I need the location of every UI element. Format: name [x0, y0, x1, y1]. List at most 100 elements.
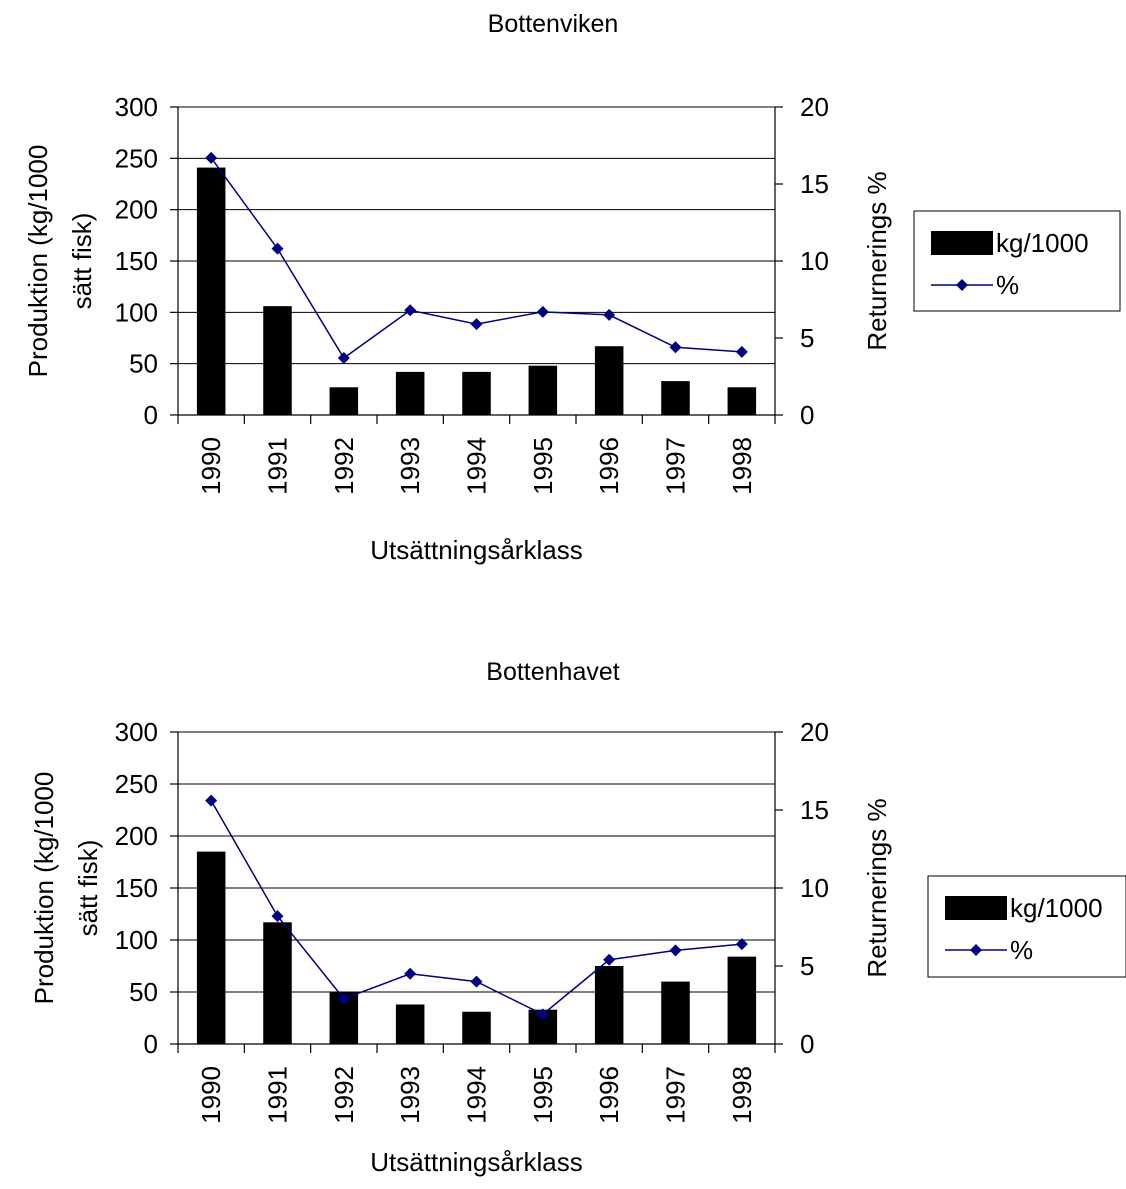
bottom-bar-1997 [661, 981, 690, 1044]
bottom-y2-tick-label: 5 [800, 951, 814, 981]
top-legend-box [913, 210, 1121, 312]
top-line-point-1997 [669, 341, 682, 354]
bottom-y-tick-label: 250 [115, 769, 158, 799]
bottom-y-tick-label: 200 [115, 821, 158, 851]
top-x-tick-label-1995: 1995 [528, 437, 558, 495]
bottom-line-point-1993 [404, 967, 417, 980]
top-y-tick-label: 200 [115, 195, 158, 225]
top-y-axis-label-line1: Produktion (kg/1000 [23, 145, 53, 378]
bottom-y-axis-label-line2: sätt fisk) [73, 840, 103, 937]
bottom-x-tick-label-1993: 1993 [395, 1066, 425, 1124]
bottom-y-tick-label: 300 [115, 717, 158, 747]
top-line-point-1995 [536, 305, 549, 318]
top-legend-label-line: % [996, 270, 1019, 300]
top-y2-tick-label: 5 [800, 323, 814, 353]
bottom-y2-tick-label: 15 [800, 795, 829, 825]
bottom-x-tick-label-1991: 1991 [263, 1066, 293, 1124]
top-bar-1991 [263, 306, 292, 415]
bottom-x-tick-label-1992: 1992 [329, 1066, 359, 1124]
top-legend-swatch-marker [956, 279, 968, 291]
top-x-tick-label-1996: 1996 [594, 437, 624, 495]
bottom-bar-1990 [196, 851, 226, 1044]
top-legend-swatch-bar [931, 231, 993, 255]
top-bar-1994 [462, 371, 491, 415]
bottom-bar-1993 [395, 1004, 425, 1044]
bottom-line-point-1998 [735, 938, 748, 951]
bottom-legend-swatch-marker [970, 944, 982, 956]
top-bar-1990 [196, 167, 226, 415]
top-x-tick-label-1992: 1992 [329, 437, 359, 495]
bottom-x-tick-label-1998: 1998 [727, 1066, 757, 1124]
top-x-tick-label-1993: 1993 [395, 437, 425, 495]
top-y2-tick-label: 20 [800, 92, 829, 122]
chart-bottenviken: Bottenviken 0 50 100 150 200 250 300 0 5 10 15 20 199… [0, 0, 1126, 590]
top-y-tick-label: 50 [129, 349, 158, 379]
top-chart-title: Bottenviken [488, 10, 619, 38]
bottom-line-point-1997 [669, 944, 682, 957]
bottom-y2-tick-label: 0 [800, 1029, 814, 1059]
bottom-line-point-1996 [603, 953, 616, 966]
bottom-x-tick-label-1997: 1997 [661, 1066, 691, 1124]
bottom-x-axis-label: Utsättningsårklass [370, 1147, 582, 1177]
top-line-point-1992 [337, 352, 350, 365]
top-line-point-1990 [205, 151, 218, 164]
top-y-tick-label: 0 [144, 400, 158, 430]
bottom-line-point-1992 [337, 992, 350, 1005]
top-x-tick-label-1991: 1991 [263, 437, 293, 495]
top-bar-1992 [329, 387, 359, 415]
bottom-line-point-1994 [470, 975, 483, 988]
top-x-tick-label-1998: 1998 [727, 437, 757, 495]
top-x-tick-label-1997: 1997 [661, 437, 691, 495]
top-y2-tick-label: 15 [800, 169, 829, 199]
bottom-y-tick-label: 100 [115, 925, 158, 955]
top-x-tick-label-1990: 1990 [196, 437, 226, 495]
top-y2-tick-label: 10 [800, 246, 829, 276]
bottom-bar-1994 [462, 1011, 491, 1044]
chart-bottenviken-svg: Bottenviken 0 50 100 150 200 250 300 0 5 10 15 20 199… [23, 10, 1121, 565]
top-y2-tick-label: 0 [800, 400, 814, 430]
bottom-x-tick-label-1996: 1996 [594, 1066, 624, 1124]
bottom-line-point-1995 [536, 1008, 549, 1021]
bottom-line-point-1990 [205, 794, 218, 807]
top-bar-1993 [395, 371, 425, 415]
top-x-tick-label-1994: 1994 [462, 437, 492, 495]
chart-bottenhavet-svg: Bottenhavet 0 50 100 150 200 250 300 0 5 10 15 20 199… [29, 658, 1126, 1177]
bottom-legend-swatch-bar [945, 896, 1007, 920]
top-line-point-1996 [603, 308, 616, 321]
top-line-point-1993 [404, 304, 417, 317]
top-y-tick-label: 250 [115, 143, 158, 173]
chart-bottenhavet: Bottenhavet 0 50 100 150 200 250 300 0 5 10 15 20 199… [0, 630, 1126, 1189]
bottom-y2-axis-label: Returnerings % [862, 798, 892, 977]
top-bar-1998 [727, 387, 757, 415]
bottom-legend-label-line: % [1010, 935, 1033, 965]
bottom-legend-box [927, 875, 1126, 978]
top-line-point-1991 [271, 242, 284, 255]
bottom-x-tick-label-1994: 1994 [462, 1066, 492, 1124]
top-y-axis-label-line2: sätt fisk) [67, 213, 97, 310]
top-bar-1997 [661, 381, 690, 415]
top-y2-axis-label: Returnerings % [862, 171, 892, 350]
top-y-tick-label: 300 [115, 92, 158, 122]
top-y-tick-label: 100 [115, 297, 158, 327]
bottom-bar-1991 [263, 922, 292, 1044]
top-line-point-1994 [470, 318, 483, 331]
bottom-y-tick-label: 0 [144, 1029, 158, 1059]
top-x-axis-label: Utsättningsårklass [370, 535, 582, 565]
bottom-y-axis-label-line1: Produktion (kg/1000 [29, 772, 59, 1005]
top-bar-1995 [528, 365, 558, 415]
bottom-x-tick-label-1995: 1995 [528, 1066, 558, 1124]
bottom-legend-label-bar: kg/1000 [1010, 893, 1103, 923]
bottom-y-tick-label: 150 [115, 873, 158, 903]
bottom-bar-1996 [594, 966, 624, 1044]
bottom-y-tick-label: 50 [129, 977, 158, 1007]
top-y-tick-label: 150 [115, 246, 158, 276]
bottom-y2-tick-label: 10 [800, 873, 829, 903]
top-bar-1996 [594, 346, 624, 415]
top-legend-label-bar: kg/1000 [996, 228, 1089, 258]
bottom-chart-title: Bottenhavet [486, 658, 619, 686]
bottom-x-tick-label-1990: 1990 [196, 1066, 226, 1124]
bottom-y2-tick-label: 20 [800, 717, 829, 747]
bottom-line-point-1991 [271, 910, 284, 923]
top-line-point-1998 [735, 345, 748, 358]
bottom-bar-1998 [727, 956, 757, 1044]
